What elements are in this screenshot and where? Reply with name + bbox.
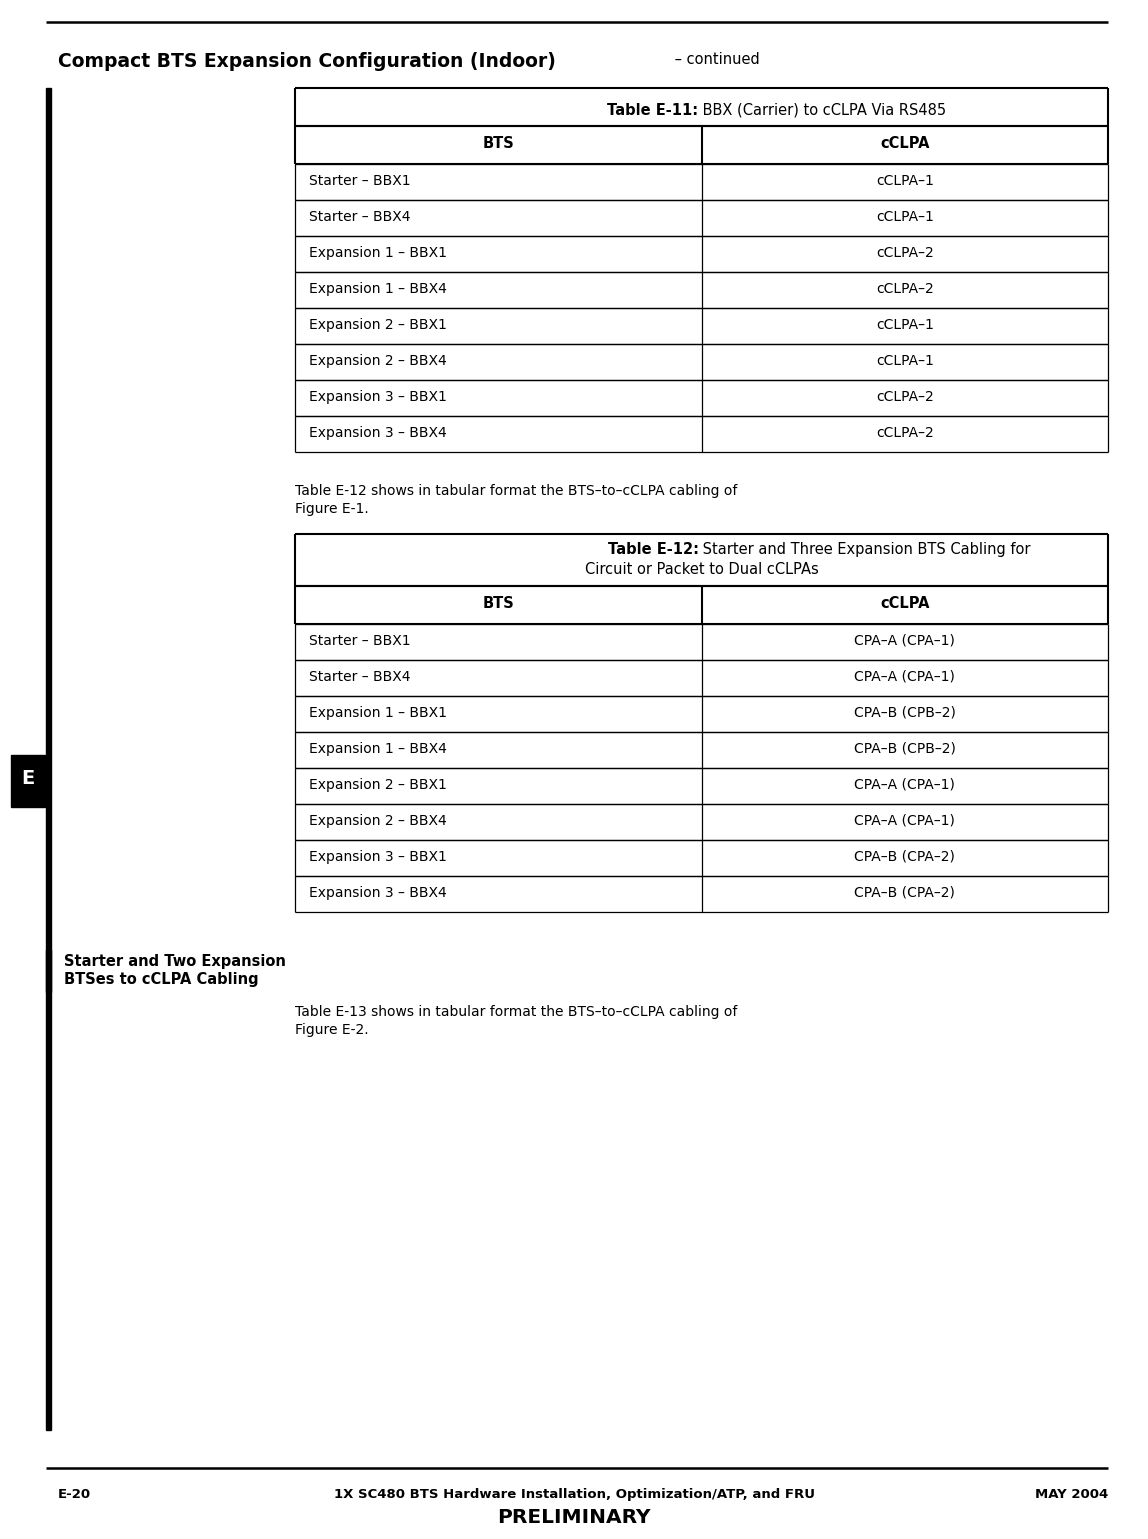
Text: Expansion 3 – BBX4: Expansion 3 – BBX4 (309, 886, 447, 900)
Text: BTSes to cCLPA Cabling: BTSes to cCLPA Cabling (64, 973, 258, 986)
Text: CPA–A (CPA–1): CPA–A (CPA–1) (854, 669, 955, 683)
Text: E-20: E-20 (59, 1488, 91, 1501)
Text: Starter – BBX4: Starter – BBX4 (309, 209, 411, 225)
Text: CPA–B (CPB–2): CPA–B (CPB–2) (854, 742, 955, 756)
Text: cCLPA–2: cCLPA–2 (876, 426, 933, 440)
Bar (295, 534, 1108, 586)
Text: CPA–B (CPA–2): CPA–B (CPA–2) (854, 850, 955, 863)
Text: cCLPA–1: cCLPA–1 (876, 354, 933, 368)
Text: cCLPA: cCLPA (881, 597, 930, 611)
Text: CPA–A (CPA–1): CPA–A (CPA–1) (854, 779, 955, 793)
Text: Expansion 1 – BBX1: Expansion 1 – BBX1 (309, 246, 447, 260)
Text: Expansion 1 – BBX4: Expansion 1 – BBX4 (309, 282, 447, 295)
Bar (295, 88, 1108, 126)
Bar (46, 950, 51, 993)
Text: Table E-12 shows in tabular format the BTS–to–cCLPA cabling of: Table E-12 shows in tabular format the B… (295, 483, 737, 499)
Text: Figure E-1.: Figure E-1. (295, 502, 369, 516)
Text: CPA–B (CPB–2): CPA–B (CPB–2) (854, 706, 955, 720)
Text: Expansion 2 – BBX4: Expansion 2 – BBX4 (309, 814, 447, 828)
Text: Starter – BBX1: Starter – BBX1 (309, 634, 411, 648)
Text: cCLPA–2: cCLPA–2 (876, 246, 933, 260)
Text: Expansion 2 – BBX4: Expansion 2 – BBX4 (309, 354, 447, 368)
Text: cCLPA–1: cCLPA–1 (876, 319, 933, 332)
Text: Circuit or Packet to Dual cCLPAs: Circuit or Packet to Dual cCLPAs (584, 562, 819, 577)
Text: Figure E-2.: Figure E-2. (295, 1023, 369, 1037)
Text: BBX (Carrier) to cCLPA Via RS485: BBX (Carrier) to cCLPA Via RS485 (698, 103, 947, 117)
Text: Expansion 2 – BBX1: Expansion 2 – BBX1 (309, 779, 447, 793)
Text: Table E-11:: Table E-11: (607, 103, 698, 117)
Text: cCLPA–1: cCLPA–1 (876, 174, 933, 188)
Text: E: E (22, 770, 34, 788)
Text: Table E-13 shows in tabular format the BTS–to–cCLPA cabling of: Table E-13 shows in tabular format the B… (295, 1005, 737, 1019)
Text: PRELIMINARY: PRELIMINARY (497, 1508, 651, 1527)
Text: – continued: – continued (670, 52, 760, 68)
Text: Expansion 1 – BBX4: Expansion 1 – BBX4 (309, 742, 447, 756)
Text: cCLPA–1: cCLPA–1 (876, 209, 933, 225)
Text: Expansion 1 – BBX1: Expansion 1 – BBX1 (309, 706, 447, 720)
Text: BTS: BTS (482, 137, 514, 151)
Bar (46, 88, 51, 1430)
Text: cCLPA: cCLPA (881, 137, 930, 151)
Text: Starter and Two Expansion: Starter and Two Expansion (64, 954, 286, 970)
Text: BTS: BTS (482, 597, 514, 611)
Text: CPA–A (CPA–1): CPA–A (CPA–1) (854, 634, 955, 648)
Text: cCLPA–2: cCLPA–2 (876, 282, 933, 295)
Text: Starter – BBX1: Starter – BBX1 (309, 174, 411, 188)
Text: Starter and Three Expansion BTS Cabling for: Starter and Three Expansion BTS Cabling … (698, 542, 1031, 557)
Text: Starter – BBX4: Starter – BBX4 (309, 669, 411, 683)
Text: CPA–A (CPA–1): CPA–A (CPA–1) (854, 814, 955, 828)
Text: CPA–B (CPA–2): CPA–B (CPA–2) (854, 886, 955, 900)
Bar (11, 756, 45, 806)
Text: MAY 2004: MAY 2004 (1034, 1488, 1108, 1501)
Text: Expansion 3 – BBX4: Expansion 3 – BBX4 (309, 426, 447, 440)
Text: cCLPA–2: cCLPA–2 (876, 389, 933, 405)
Text: Expansion 2 – BBX1: Expansion 2 – BBX1 (309, 319, 447, 332)
Text: 1X SC480 BTS Hardware Installation, Optimization/ATP, and FRU: 1X SC480 BTS Hardware Installation, Opti… (334, 1488, 814, 1501)
Text: Expansion 3 – BBX1: Expansion 3 – BBX1 (309, 850, 447, 863)
Text: Expansion 3 – BBX1: Expansion 3 – BBX1 (309, 389, 447, 405)
Text: Compact BTS Expansion Configuration (Indoor): Compact BTS Expansion Configuration (Ind… (59, 52, 556, 71)
Text: Table E-12:: Table E-12: (607, 542, 698, 557)
